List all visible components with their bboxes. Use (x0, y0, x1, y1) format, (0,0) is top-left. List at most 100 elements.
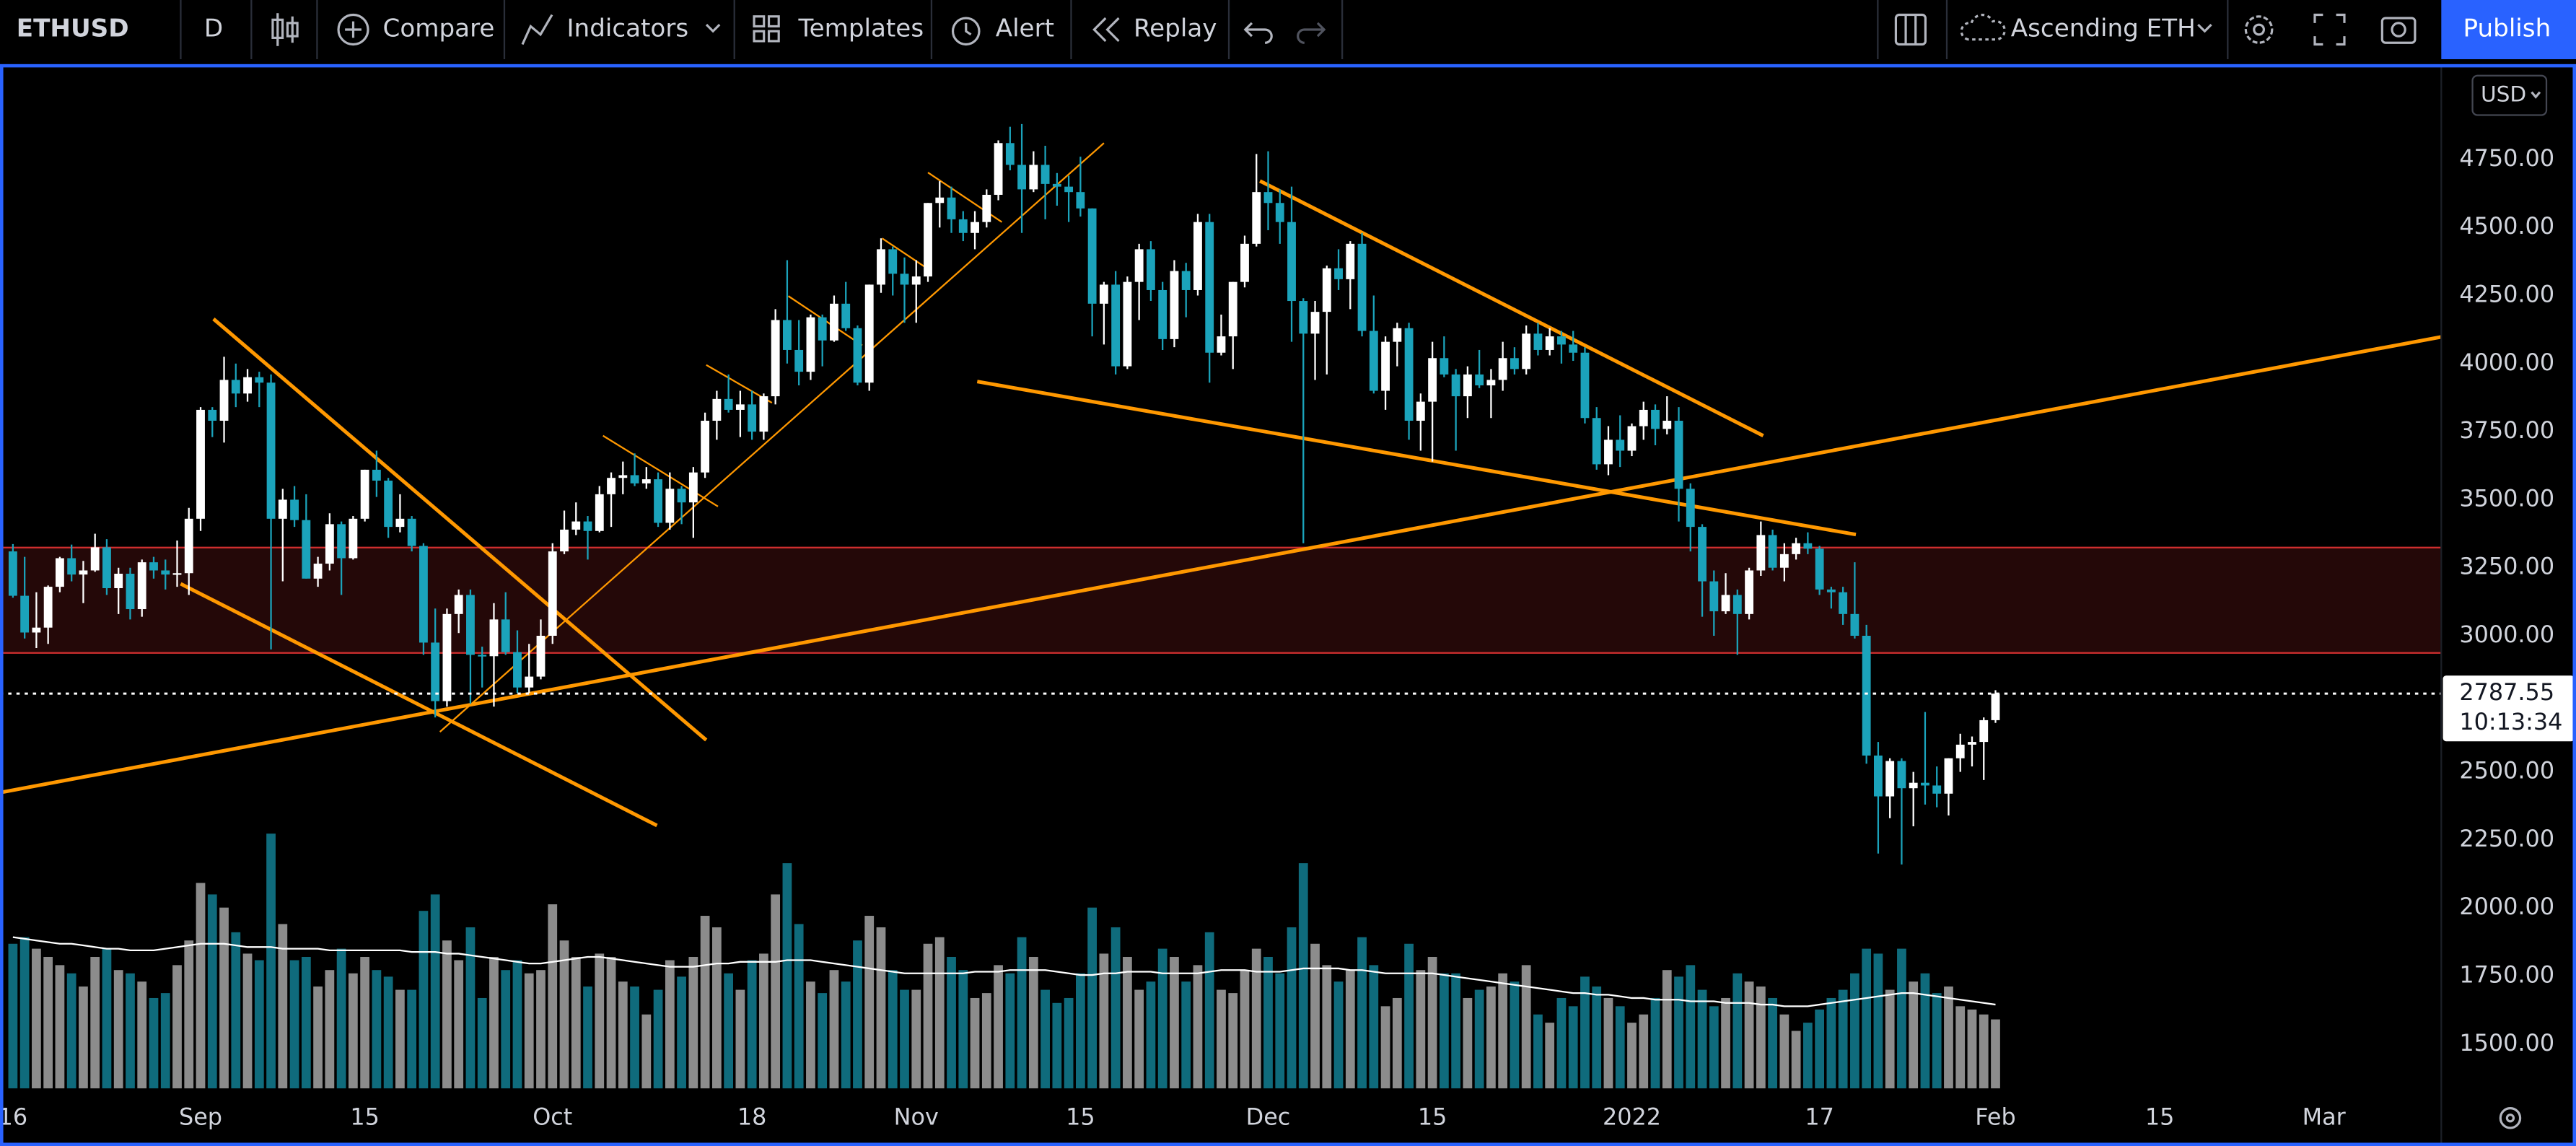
volume-bar (536, 970, 546, 1089)
candle-body (1381, 341, 1390, 391)
alert-button[interactable]: Alert (996, 14, 1054, 43)
candle-body (208, 409, 217, 421)
candle-body (1181, 271, 1191, 290)
snapshot-icon[interactable] (2380, 17, 2417, 44)
volume-bar (8, 943, 18, 1089)
candle-body (513, 652, 522, 688)
candle-body (525, 676, 534, 688)
volume-bar (1592, 987, 1602, 1089)
currency-button[interactable]: USD (2481, 82, 2526, 107)
volume-bar (1392, 997, 1402, 1089)
candle-body (384, 480, 393, 528)
layout-name[interactable]: Ascending ETH (2011, 14, 2196, 43)
candle-body (877, 249, 885, 285)
volume-bar (419, 911, 429, 1089)
candle-body (759, 396, 768, 432)
currency-button-bg[interactable] (2471, 74, 2548, 116)
candle-body (1252, 192, 1261, 244)
cloud-icon (1960, 14, 2006, 41)
compare-icon[interactable] (337, 13, 369, 46)
candle-body (1545, 336, 1554, 350)
candle-body (1404, 328, 1414, 421)
candle-body (1099, 284, 1108, 304)
candle-body (924, 203, 932, 277)
templates-icon[interactable] (753, 15, 780, 43)
undo[interactable] (1243, 22, 1273, 44)
templates-button[interactable]: Templates (798, 14, 924, 43)
candle-body (548, 551, 557, 636)
compare-button[interactable]: Compare (382, 14, 494, 43)
volume-bar (559, 940, 569, 1089)
candle-body (1123, 281, 1132, 367)
candle-body (1217, 336, 1226, 353)
volume-bar (1568, 1006, 1578, 1089)
candle-body (231, 380, 240, 394)
volume-bar (1639, 1014, 1649, 1089)
volume-bar (501, 970, 511, 1089)
volume-bar (1134, 989, 1144, 1089)
axis-settings-icon[interactable] (2499, 1107, 2522, 1129)
candle-body (701, 421, 710, 473)
volume-bar (55, 965, 65, 1089)
candle-body (1416, 401, 1425, 421)
x-tick-label: Feb (1975, 1103, 2015, 1130)
replay-icon[interactable] (1092, 17, 1120, 43)
replay-button[interactable]: Replay (1134, 14, 1217, 43)
volume-bar (1920, 973, 1930, 1089)
volume-bar (876, 927, 886, 1089)
publish-button[interactable]: Publish (2463, 14, 2551, 43)
candle-body (583, 521, 592, 531)
volume-bar (1815, 1009, 1825, 1089)
volume-bar (254, 960, 264, 1089)
volume-bar (1909, 981, 1919, 1089)
x-tick-label: Mar (2303, 1103, 2347, 1130)
candle-body (1346, 243, 1355, 279)
indicators-icon[interactable] (521, 14, 553, 45)
x-tick-label: 15 (350, 1103, 380, 1130)
volume-bar (1110, 927, 1121, 1089)
volume-bar (923, 943, 933, 1089)
volume-bar (1427, 956, 1437, 1089)
volume-bar (688, 956, 698, 1089)
volume-bar (1298, 863, 1308, 1089)
volume-bar (583, 987, 592, 1089)
candle-body (395, 518, 405, 528)
alert-icon[interactable] (951, 17, 981, 46)
symbol[interactable]: ETHUSD (17, 14, 129, 43)
candle-body (1393, 328, 1402, 342)
chevron[interactable] (705, 24, 721, 33)
volume-bar (900, 989, 909, 1089)
settings-icon[interactable] (2244, 15, 2274, 44)
x-tick-label: 17 (1805, 1103, 1834, 1130)
candle-body (1944, 758, 1953, 794)
candle-body (1146, 249, 1155, 290)
interval[interactable]: D (204, 14, 223, 43)
candle-body (1463, 374, 1472, 397)
volume-bar (1017, 937, 1027, 1089)
volume-bar (1533, 1014, 1543, 1089)
candle-body (1041, 165, 1050, 184)
candle-body (1979, 719, 1989, 743)
chevron[interactable] (2197, 24, 2212, 33)
candle-body (1779, 554, 1789, 568)
volume-bar (1204, 932, 1214, 1089)
candle-body (1076, 192, 1085, 209)
indicators-button[interactable]: Indicators (566, 14, 688, 43)
fullscreen-icon[interactable] (2313, 13, 2346, 46)
candle-body (1428, 358, 1437, 402)
trend-line (0, 335, 2442, 795)
publish-button-bg[interactable] (2441, 0, 2576, 60)
y-tick-label: 1500.00 (2459, 1029, 2554, 1057)
layout-icon[interactable] (1894, 13, 1927, 46)
chart-style-icon[interactable] (271, 13, 299, 46)
volume-bar (395, 989, 405, 1089)
volume-bar (818, 993, 828, 1089)
volume-bar (383, 976, 393, 1089)
volume-bar (595, 953, 605, 1089)
volume-bar (1862, 948, 1872, 1089)
chevron[interactable] (2531, 91, 2541, 99)
candle-body (971, 222, 979, 233)
volume-bar (771, 894, 781, 1089)
candle-body (478, 655, 487, 657)
volume-bar (618, 981, 628, 1089)
